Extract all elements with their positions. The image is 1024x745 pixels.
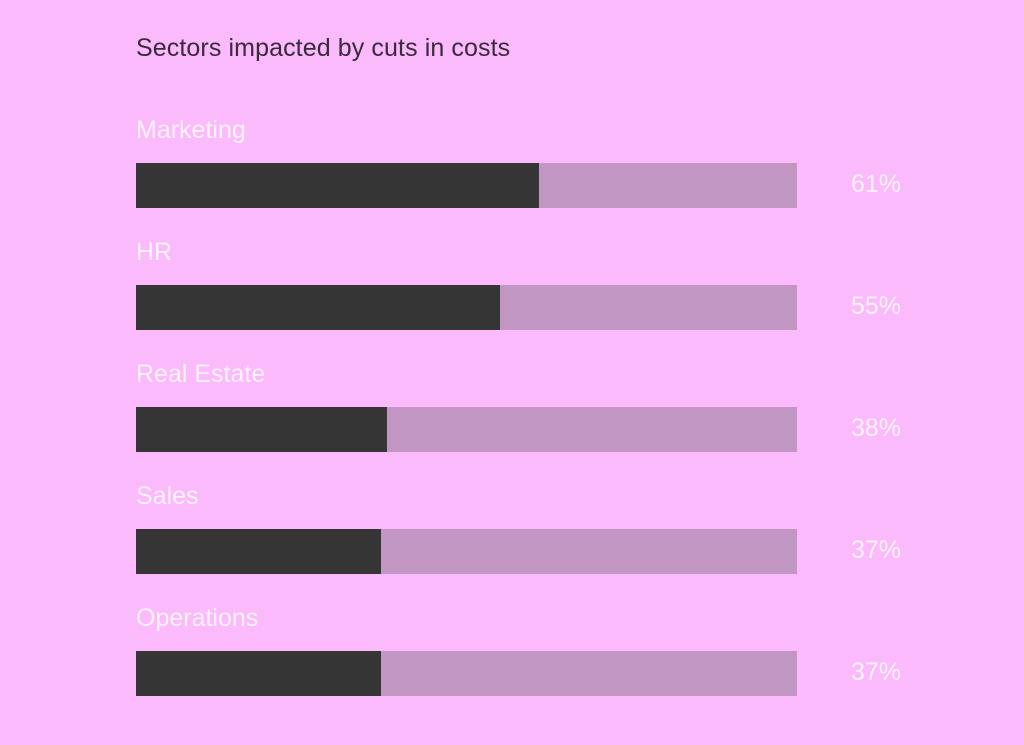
value-label: 61% — [851, 170, 902, 198]
category-label: Sales — [136, 482, 199, 510]
bar-row: Sales 37% — [0, 482, 1024, 604]
value-label: 37% — [851, 536, 902, 564]
chart-title: Sectors impacted by cuts in costs — [136, 34, 511, 62]
bar-fill — [136, 163, 540, 208]
bar-row: Real Estate 38% — [0, 360, 1024, 482]
bar-track — [136, 651, 797, 696]
bar-fill — [136, 651, 381, 696]
value-label: 37% — [851, 658, 902, 686]
bar-track — [136, 285, 797, 330]
bar-row: Operations 37% — [0, 604, 1024, 726]
bar-track — [136, 407, 797, 452]
value-label: 55% — [851, 292, 902, 320]
bar-fill — [136, 529, 381, 574]
value-label: 38% — [851, 414, 902, 442]
bar-track — [136, 163, 797, 208]
category-label: HR — [136, 238, 173, 266]
bar-row: Marketing 61% — [0, 116, 1024, 238]
bar-fill — [136, 407, 388, 452]
bar-fill — [136, 285, 500, 330]
bar-track — [136, 529, 797, 574]
category-label: Operations — [136, 604, 259, 632]
bar-row: HR 55% — [0, 238, 1024, 360]
category-label: Real Estate — [136, 360, 266, 388]
category-label: Marketing — [136, 116, 246, 144]
